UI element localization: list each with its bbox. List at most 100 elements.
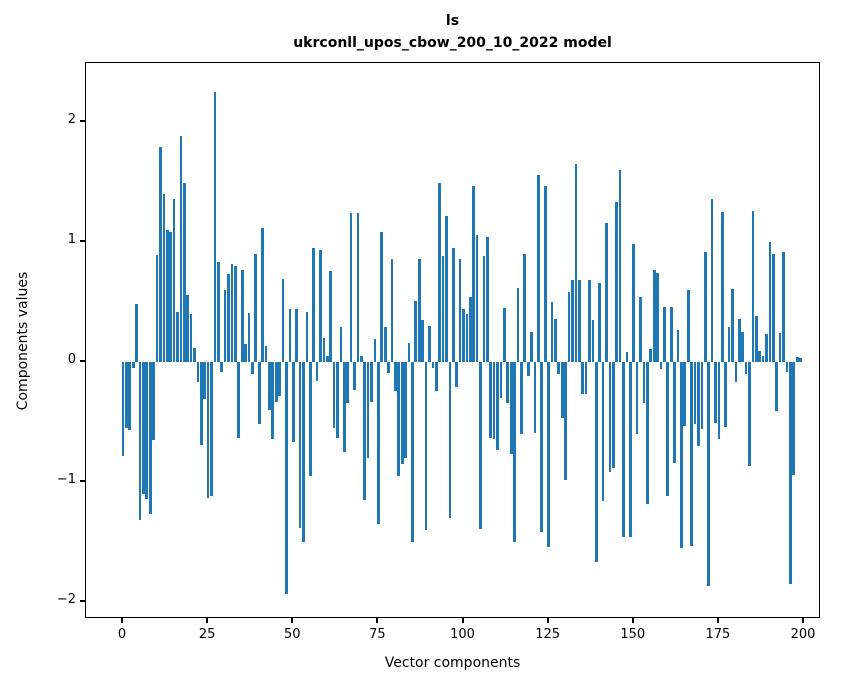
bar — [540, 362, 544, 533]
bar — [673, 362, 676, 463]
bar — [768, 242, 772, 362]
bar — [700, 362, 704, 430]
bar — [720, 212, 724, 362]
bar — [434, 362, 438, 391]
bar — [325, 356, 329, 362]
bar — [377, 362, 380, 524]
bar — [373, 339, 377, 362]
bar — [397, 362, 401, 476]
bar — [356, 213, 360, 362]
bar — [601, 362, 605, 502]
bar — [547, 362, 550, 547]
bar — [584, 362, 588, 395]
bar — [741, 332, 745, 362]
bar — [223, 290, 227, 362]
y-tick-mark — [80, 240, 85, 242]
bar — [690, 362, 693, 546]
bar — [237, 362, 241, 438]
bar — [509, 362, 513, 455]
bar — [686, 290, 690, 362]
bar — [247, 312, 251, 362]
bar — [537, 174, 540, 362]
bar — [353, 362, 356, 390]
bar — [598, 282, 602, 362]
x-tick-label: 125 — [535, 627, 561, 642]
bar — [407, 342, 411, 362]
x-tick-mark — [376, 618, 379, 623]
x-tick-mark — [546, 618, 549, 623]
bar — [615, 202, 619, 362]
y-tick-mark — [80, 600, 85, 602]
bar — [438, 183, 441, 362]
y-tick-label: 1 — [67, 232, 76, 247]
x-tick-label: 50 — [283, 627, 301, 642]
bar — [799, 358, 802, 362]
bar — [227, 274, 230, 362]
bar — [629, 362, 632, 538]
bar — [520, 362, 523, 434]
bar — [417, 258, 421, 362]
bar — [608, 362, 612, 473]
bar — [329, 270, 333, 362]
bar — [240, 269, 244, 362]
bar — [468, 297, 472, 362]
x-tick-mark — [802, 618, 804, 623]
bar — [220, 362, 224, 372]
bar — [155, 255, 159, 362]
x-tick-mark — [206, 618, 209, 623]
bar — [176, 311, 179, 362]
bar — [744, 362, 748, 374]
bar — [366, 362, 370, 458]
bar — [315, 362, 319, 382]
bar — [135, 304, 138, 362]
bar — [336, 362, 339, 438]
bar — [714, 362, 717, 424]
bar — [455, 362, 459, 388]
bar — [703, 251, 707, 362]
bar — [663, 306, 666, 362]
bar — [516, 287, 520, 362]
bar — [230, 263, 234, 362]
bar — [193, 347, 196, 362]
bar — [727, 327, 731, 362]
plot-area — [85, 62, 820, 618]
bar — [656, 273, 659, 362]
bar — [322, 338, 326, 362]
bar — [765, 334, 768, 362]
bar — [394, 362, 397, 391]
bar — [271, 362, 275, 439]
x-tick-label: 75 — [369, 627, 386, 642]
bar — [445, 215, 448, 362]
bar — [278, 362, 281, 396]
bar — [622, 362, 625, 538]
bar — [400, 362, 404, 464]
bar — [203, 362, 207, 400]
x-tick-mark — [716, 618, 719, 623]
bar — [165, 230, 169, 362]
bar — [339, 327, 343, 362]
bar — [390, 258, 394, 362]
bar — [152, 362, 155, 440]
y-tick-label: −1 — [56, 472, 76, 487]
bar — [795, 357, 799, 362]
bar — [431, 362, 435, 368]
y-axis-label: Components values — [15, 271, 31, 411]
bar — [305, 311, 309, 362]
bar — [121, 362, 125, 456]
bar — [302, 362, 305, 542]
bar — [411, 362, 414, 542]
x-tick-mark — [461, 618, 464, 623]
bar — [754, 316, 758, 362]
bar — [513, 362, 516, 542]
y-tick-mark — [80, 120, 85, 122]
bar — [635, 362, 639, 434]
bar — [213, 92, 217, 362]
bar — [669, 306, 673, 362]
bar — [533, 362, 537, 433]
bar — [169, 232, 172, 362]
bar — [758, 351, 762, 362]
bar — [625, 352, 629, 362]
bar — [216, 262, 220, 362]
bar — [751, 210, 755, 362]
